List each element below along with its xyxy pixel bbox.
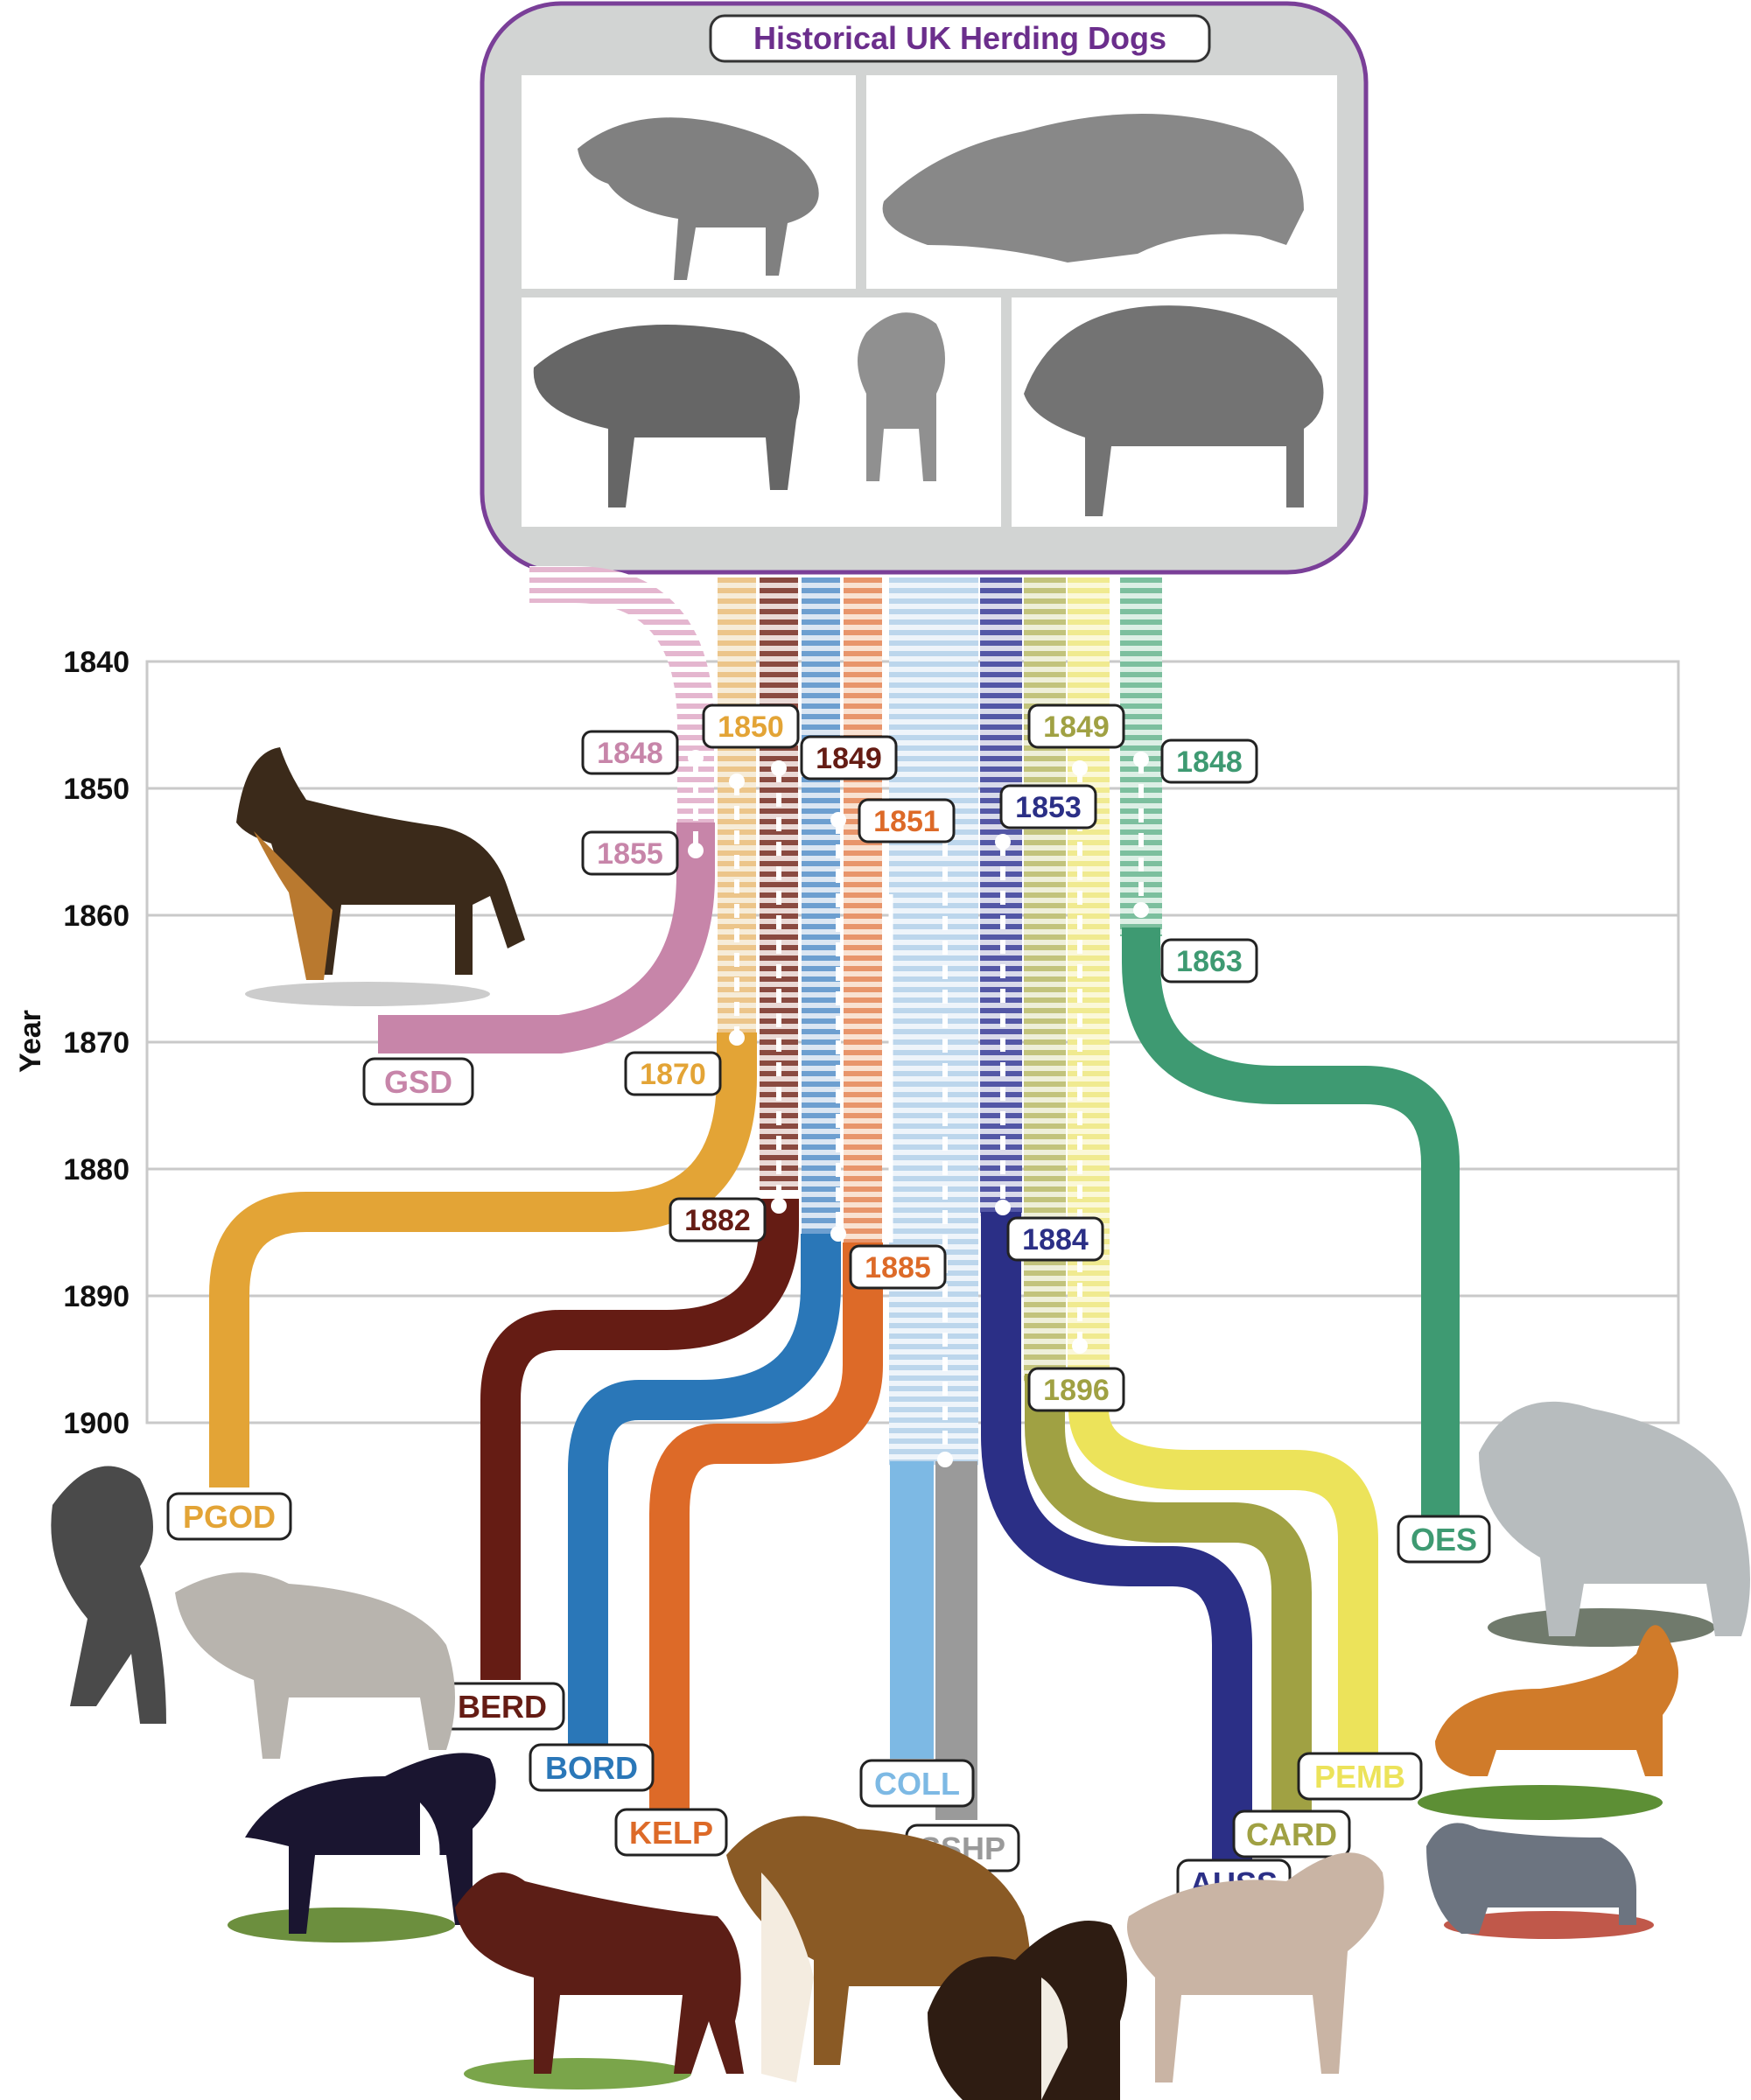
photo-german-shepherd	[236, 747, 525, 1006]
svg-text:1848: 1848	[597, 737, 663, 770]
svg-text:KELP: KELP	[629, 1815, 713, 1851]
svg-text:1855: 1855	[597, 837, 663, 871]
auss-ribbon	[981, 1212, 1252, 1872]
svg-text:1848: 1848	[1176, 746, 1243, 779]
date-label-berd-start: 1849	[800, 735, 898, 780]
photo-bearded-collie-pgod	[51, 1466, 455, 1759]
breed-label-card: CARD	[1232, 1810, 1351, 1858]
svg-text:1863: 1863	[1176, 945, 1243, 978]
svg-text:1896: 1896	[1043, 1374, 1110, 1407]
svg-text:1853: 1853	[1015, 791, 1082, 824]
svg-text:PEMB: PEMB	[1314, 1759, 1405, 1795]
svg-text:PGOD: PGOD	[183, 1499, 276, 1535]
dog-photos	[51, 747, 1750, 2100]
svg-text:1870: 1870	[640, 1058, 706, 1091]
engraving-dog-4	[1012, 298, 1337, 527]
photo-cardigan-corgi	[1426, 1823, 1654, 1939]
tick-label-1900: 1900	[63, 1407, 130, 1440]
date-labels: 1848 1855 1850 1870 1849 1882 1851 1885	[581, 704, 1258, 1412]
gsd-ribbon	[378, 822, 715, 1054]
date-label-kelp-start: 1851	[858, 798, 956, 844]
card-ribbon	[1025, 1374, 1312, 1820]
svg-text:1849: 1849	[816, 742, 882, 775]
breed-label-oes: OES	[1397, 1515, 1491, 1564]
pgod-ribbon	[209, 1032, 757, 1488]
svg-text:GSD: GSD	[384, 1064, 452, 1100]
breed-label-pgod: PGOD	[166, 1492, 292, 1541]
photo-old-english-sheepdog	[1479, 1401, 1750, 1647]
breed-label-gsd: GSD	[362, 1057, 474, 1106]
stream-pemb-hatched	[1068, 578, 1110, 1382]
y-axis-title: Year	[14, 1010, 47, 1073]
engraving-dog-1	[522, 75, 856, 289]
date-label-gsd-end: 1855	[581, 830, 679, 876]
photo-shetland-sheepdog	[928, 1921, 1127, 2100]
divergence-intervals	[688, 750, 1149, 1467]
year-tick-labels: 1840 1850 1860 1870 1880 1890 1900	[63, 646, 130, 1440]
tick-label-1840: 1840	[63, 646, 130, 679]
photo-pembroke-corgi	[1418, 1625, 1678, 1820]
photo-australian-shepherd	[1127, 1852, 1384, 2082]
photo-kelpie	[455, 1872, 744, 2090]
date-label-berd-end: 1882	[669, 1197, 767, 1242]
header-title-box	[709, 14, 1211, 63]
breed-label-pemb: PEMB	[1297, 1752, 1423, 1801]
svg-text:CARD: CARD	[1246, 1816, 1337, 1852]
date-label-auss-start: 1853	[999, 784, 1097, 830]
gsd-ancestral-stream	[529, 566, 714, 840]
engraving-dog-3	[522, 298, 1001, 527]
svg-text:BERD: BERD	[458, 1689, 547, 1725]
header-title: Historical UK Herding Dogs	[753, 20, 1166, 56]
pemb-ribbon	[1068, 1374, 1378, 1768]
stream-sshp-hatched	[935, 578, 978, 1466]
date-label-oes-end: 1863	[1160, 938, 1258, 984]
date-label-card-start: 1849	[1027, 704, 1125, 749]
svg-text:COLL: COLL	[874, 1766, 960, 1802]
svg-text:1885: 1885	[865, 1251, 931, 1284]
date-label-pgod-start: 1850	[702, 704, 800, 749]
svg-text:1851: 1851	[873, 805, 940, 838]
tick-label-1870: 1870	[63, 1026, 130, 1060]
svg-text:1882: 1882	[684, 1204, 751, 1237]
tick-label-1850: 1850	[63, 773, 130, 806]
svg-text:BORD: BORD	[545, 1750, 638, 1786]
breed-label-coll: COLL	[859, 1759, 975, 1808]
stream-coll-hatched	[889, 578, 935, 1466]
date-label-oes-start: 1848	[1160, 738, 1258, 784]
breed-label-kelp: KELP	[614, 1808, 728, 1857]
breed-label-berd: BERD	[439, 1682, 565, 1731]
photo-rough-collie	[726, 1816, 1031, 2082]
stream-bord-hatched	[802, 578, 840, 1242]
tick-label-1890: 1890	[63, 1280, 130, 1313]
stream-card-hatched	[1024, 578, 1066, 1382]
tick-label-1860: 1860	[63, 900, 130, 933]
svg-text:1849: 1849	[1043, 710, 1110, 744]
tick-label-1880: 1880	[63, 1153, 130, 1186]
date-label-kelp-end: 1885	[849, 1244, 947, 1290]
date-label-gsd-start: 1848	[581, 730, 679, 775]
breed-label-bord: BORD	[529, 1743, 655, 1792]
date-label-auss-end: 1884	[1006, 1216, 1104, 1262]
stream-kelp-hatched	[844, 578, 882, 1251]
svg-text:1850: 1850	[718, 710, 784, 744]
bord-ribbon	[568, 1234, 841, 1750]
svg-text:OES: OES	[1411, 1522, 1477, 1558]
berd-ribbon	[480, 1199, 799, 1680]
date-label-card-end: 1896	[1027, 1367, 1125, 1412]
kelp-ribbon	[649, 1242, 883, 1811]
header-panel: Historical UK Herding Dogs	[480, 1, 1369, 575]
engraving-dog-2	[866, 75, 1337, 289]
oes-ribbon	[1122, 928, 1460, 1522]
svg-text:1884: 1884	[1022, 1223, 1089, 1256]
date-label-pgod-end: 1870	[624, 1051, 722, 1096]
photo-border-collie	[228, 1753, 496, 1942]
